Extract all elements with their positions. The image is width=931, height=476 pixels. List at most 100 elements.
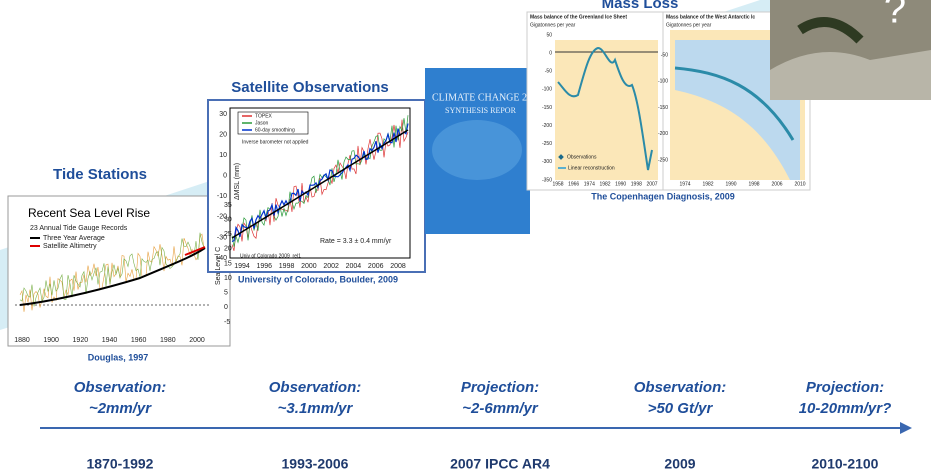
tick-label: -20 xyxy=(217,214,227,221)
tick-label: 10 xyxy=(224,275,232,282)
tick-label: 1966 xyxy=(568,181,579,187)
tick-label: -250 xyxy=(542,141,552,147)
tick-label: 1900 xyxy=(43,337,59,344)
timeline-rate: >50 Gt/yr xyxy=(648,400,714,417)
figure-unit: Gigatonnes per year xyxy=(530,22,576,28)
section-heading: Tide Stations xyxy=(53,166,147,183)
timeline-rate: ~2-6mm/yr xyxy=(462,400,539,417)
axis-label: Sea Level C xyxy=(215,247,222,285)
tick-label: -30 xyxy=(217,234,227,241)
timeline-rate: ~3.1mm/yr xyxy=(278,400,354,417)
tick-label: 2007 xyxy=(646,181,657,187)
timeline-kind: Projection: xyxy=(806,379,884,396)
tick-label: 2000 xyxy=(189,337,205,344)
figure-note: Inverse barometer not applied xyxy=(242,139,309,145)
timeline-arrow xyxy=(900,422,912,434)
tick-label: -100 xyxy=(542,87,552,93)
legend-label: Linear reconstruction xyxy=(568,165,615,171)
legend-label: Satellite Altimetry xyxy=(43,243,97,250)
legend-label: Three Year Average xyxy=(43,235,105,242)
tick-label: 1974 xyxy=(584,181,595,187)
tick-label: 1998 xyxy=(748,181,759,187)
world-map xyxy=(432,120,522,180)
axis-label: ΔMSL (mm) xyxy=(234,163,241,200)
tick-label: 1920 xyxy=(73,337,89,344)
tick-label: 1880 xyxy=(14,337,30,344)
tick-label: 1994 xyxy=(234,263,250,270)
figure-title: Recent Sea Level Rise xyxy=(28,206,150,220)
timeline-period: 1993-2006 xyxy=(282,456,349,472)
source-caption: The Copenhagen Diagnosis, 2009 xyxy=(591,191,735,201)
legend-label: TOPEX xyxy=(255,113,273,119)
tick-label: 1974 xyxy=(679,181,690,187)
tick-label: 1990 xyxy=(615,181,626,187)
tick-label: -10 xyxy=(217,193,227,200)
tick-label: -100 xyxy=(658,79,668,85)
tick-label: -200 xyxy=(542,123,552,129)
tick-label: -5 xyxy=(224,319,230,326)
tick-label: -50 xyxy=(545,69,552,75)
tick-label: 1982 xyxy=(599,181,610,187)
tick-label: -150 xyxy=(542,105,552,111)
tick-label: 0 xyxy=(549,50,552,56)
tick-label: 1958 xyxy=(552,181,563,187)
cover-subtitle: SYNTHESIS REPOR xyxy=(445,106,517,115)
tick-label: 2006 xyxy=(771,181,782,187)
legend-label: Observations xyxy=(567,154,597,160)
tick-label: 1940 xyxy=(102,337,118,344)
tick-label: 1996 xyxy=(256,263,272,270)
tick-label: 1998 xyxy=(279,263,295,270)
tick-label: 50 xyxy=(546,32,552,38)
timeline-rate: 10-20mm/yr? xyxy=(799,400,892,417)
source-caption: University of Colorado, Boulder, 2009 xyxy=(238,274,398,284)
question-mark: ? xyxy=(884,0,906,32)
tick-label: 2010 xyxy=(794,181,805,187)
tick-label: 1990 xyxy=(725,181,736,187)
tick-label: 2004 xyxy=(346,263,362,270)
figure-title: Mass balance of the West Antarctic Ic xyxy=(666,14,755,20)
timeline-rate: ~2mm/yr xyxy=(89,400,152,417)
tick-label: 35 xyxy=(224,202,232,209)
figure-title: Mass balance of the Greenland Ice Sheet xyxy=(530,14,627,20)
tick-label: 2008 xyxy=(390,263,406,270)
timeline-period: 2009 xyxy=(664,456,695,472)
tick-label: 5 xyxy=(224,290,228,297)
tick-label: 1998 xyxy=(631,181,642,187)
source-caption: Douglas, 1997 xyxy=(88,352,149,362)
tick-label: -150 xyxy=(658,105,668,111)
tick-label: 2006 xyxy=(368,263,384,270)
tick-label: 30 xyxy=(219,111,227,118)
timeline-period: 1870-1992 xyxy=(87,456,154,472)
legend-label: 60-day smoothing xyxy=(255,127,295,133)
timeline-period: 2007 IPCC AR4 xyxy=(450,456,550,472)
tick-label: -300 xyxy=(542,159,552,165)
tick-label: 0 xyxy=(223,173,227,180)
tick-label: 1980 xyxy=(160,337,176,344)
tick-label: 0 xyxy=(224,304,228,311)
timeline-period: 2010-2100 xyxy=(812,456,879,472)
tick-label: 2002 xyxy=(323,263,339,270)
rate-label: Rate = 3.3 ± 0.4 mm/yr xyxy=(320,238,392,245)
tick-label: -200 xyxy=(658,131,668,137)
slide: Tide Stations Douglas, 1997 Satellite Obse… xyxy=(0,0,931,476)
cover-title: CLIMATE CHANGE 2 xyxy=(432,92,527,103)
tick-label: 10 xyxy=(219,152,227,159)
tick-label: -40 xyxy=(217,255,227,262)
timeline-kind: Observation: xyxy=(634,379,727,396)
timeline-kind: Observation: xyxy=(269,379,362,396)
legend-label: Jason xyxy=(255,120,269,126)
tick-label: 1960 xyxy=(131,337,147,344)
figure-subtitle: 23 Annual Tide Gauge Records xyxy=(30,225,128,232)
tick-label: -350 xyxy=(542,177,552,183)
tick-label: 2000 xyxy=(301,263,317,270)
section-heading: Satellite Observations xyxy=(231,79,389,96)
tick-label: 20 xyxy=(224,246,232,253)
credit: Univ of Colorado 2009_rel1 xyxy=(240,253,301,259)
tick-label: 1982 xyxy=(702,181,713,187)
tick-label: -50 xyxy=(661,52,668,58)
timeline-kind: Projection: xyxy=(461,379,539,396)
timeline-kind: Observation: xyxy=(74,379,167,396)
tick-label: -250 xyxy=(658,157,668,163)
section-heading: Mass Loss xyxy=(602,0,679,12)
tick-label: 20 xyxy=(219,131,227,138)
